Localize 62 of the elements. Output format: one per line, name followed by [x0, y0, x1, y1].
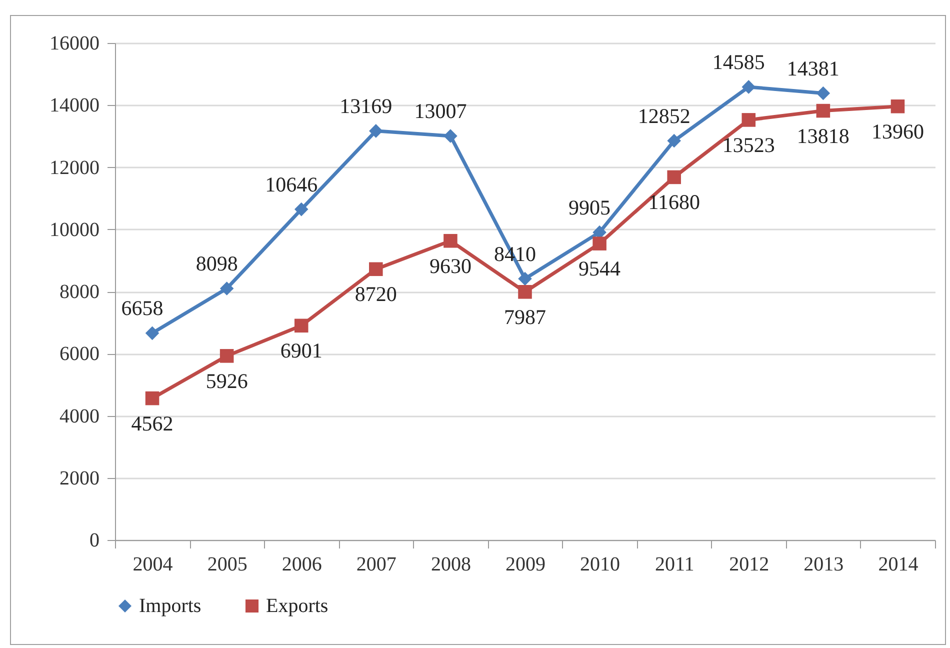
- point: [369, 262, 383, 276]
- point: [220, 349, 234, 363]
- x-tick-label: 2005: [207, 554, 248, 576]
- data-label: 5926: [206, 368, 248, 393]
- point: [890, 99, 905, 114]
- data-label: 8720: [354, 282, 397, 306]
- point: [145, 326, 160, 340]
- y-tick-label: 8000: [60, 281, 100, 303]
- point: [816, 86, 830, 100]
- y-tick-label: 0: [90, 530, 100, 552]
- y-tick-label: 16000: [50, 32, 100, 54]
- y-tick-label: 2000: [60, 467, 100, 490]
- data-label: 6901: [280, 338, 322, 363]
- y-tick-label: 14000: [50, 94, 100, 117]
- point: [220, 282, 234, 296]
- data-label: 7987: [504, 304, 546, 329]
- point: [667, 170, 681, 184]
- y-tick-label: 12000: [50, 156, 100, 179]
- y-tick-label: 4000: [60, 405, 100, 428]
- data-label: 14585: [712, 50, 765, 74]
- point: [518, 272, 532, 286]
- point: [667, 134, 681, 148]
- legend-label: Imports: [139, 595, 202, 617]
- point: [444, 234, 458, 248]
- point: [145, 391, 160, 406]
- x-tick-label: 2004: [132, 554, 173, 576]
- point: [816, 104, 830, 118]
- x-tick-label: 2013: [804, 554, 844, 576]
- x-tick-label: 2007: [356, 554, 396, 576]
- data-label: 12852: [638, 104, 690, 128]
- x-tick-label: 2009: [506, 554, 546, 576]
- legend-label: Exports: [266, 595, 328, 617]
- data-label: 9905: [568, 195, 611, 220]
- point: [294, 318, 308, 333]
- data-label: 4562: [131, 411, 174, 436]
- data-label: 14381: [786, 56, 840, 80]
- point: [444, 129, 458, 143]
- data-label: 13169: [340, 94, 392, 118]
- data-label: 13960: [871, 119, 924, 144]
- x-tick-label: 2010: [580, 554, 620, 576]
- data-label: 8098: [196, 251, 238, 276]
- point: [369, 124, 383, 138]
- data-label: 10646: [265, 172, 318, 196]
- data-label: 13007: [414, 98, 467, 123]
- x-tick-label: 2011: [654, 554, 694, 576]
- data-label: 11680: [648, 190, 700, 214]
- point: [742, 80, 756, 94]
- data-label: 13523: [722, 132, 775, 157]
- point: [592, 236, 606, 250]
- x-tick-label: 2008: [430, 554, 471, 576]
- y-tick-label: 10000: [50, 218, 100, 241]
- point: [518, 285, 532, 299]
- data-label: 6658: [121, 296, 164, 320]
- x-tick-label: 2014: [878, 554, 918, 576]
- point: [294, 202, 308, 216]
- data-label: 13818: [796, 124, 850, 148]
- data-label: 9544: [578, 256, 622, 281]
- point: [742, 113, 756, 127]
- x-tick-label: 2006: [282, 554, 322, 576]
- data-label: 9630: [429, 254, 472, 278]
- x-tick-label: 2012: [729, 554, 770, 576]
- y-tick-label: 6000: [60, 343, 100, 366]
